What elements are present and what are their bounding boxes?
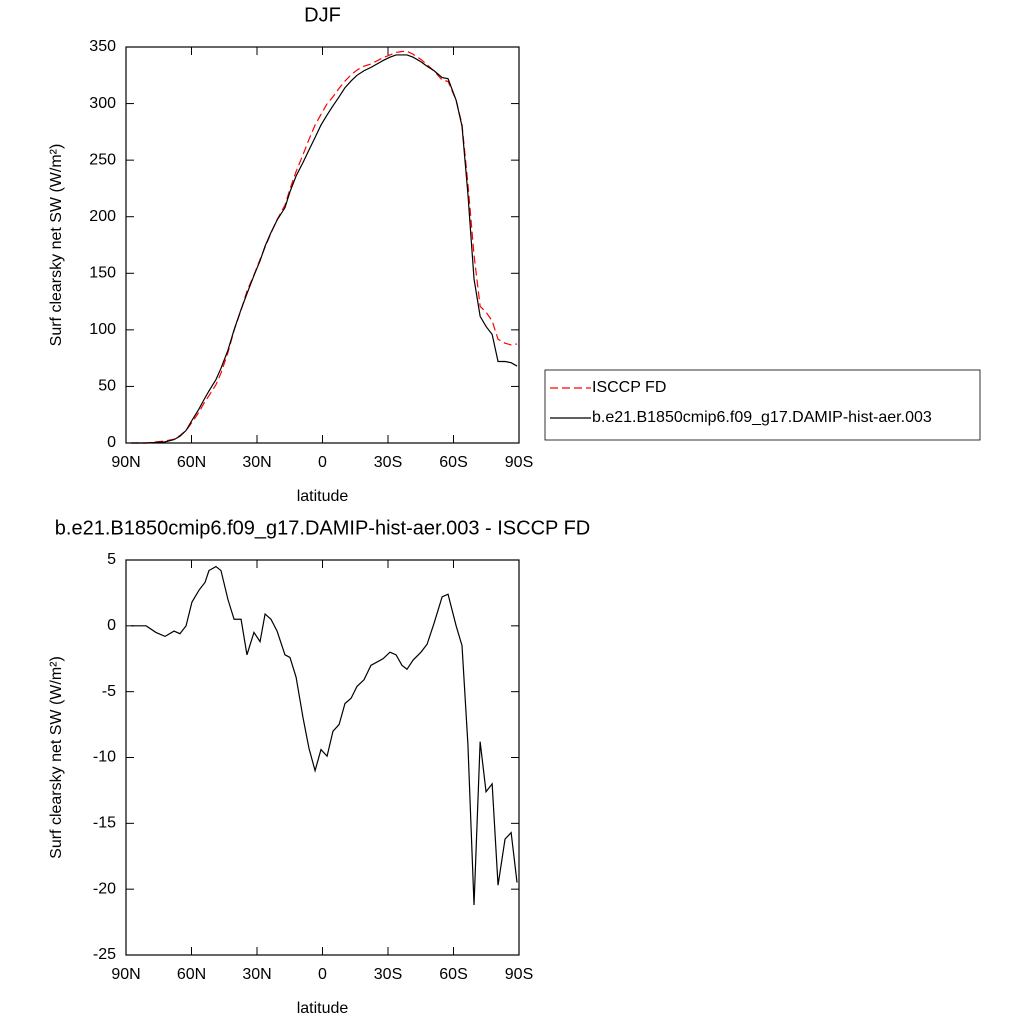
plot-frame bbox=[125, 46, 520, 444]
y-axis-label: Surf clearsky net SW (W/m²) bbox=[48, 656, 65, 859]
x-tick-label: 60N bbox=[177, 966, 206, 983]
y-tick-label: 0 bbox=[107, 617, 116, 634]
x-tick-label: 30S bbox=[374, 454, 402, 471]
x-tick-label: 60N bbox=[177, 454, 206, 471]
y-tick-label: 0 bbox=[107, 434, 116, 451]
y-tick-label: 250 bbox=[89, 151, 116, 168]
y-tick-label: 5 bbox=[107, 551, 116, 568]
x-tick-label: 90N bbox=[111, 454, 140, 471]
x-tick-label: 30S bbox=[374, 966, 402, 983]
x-tick-label: 90S bbox=[505, 454, 533, 471]
x-axis-label: latitude bbox=[297, 488, 349, 505]
data-line bbox=[131, 54, 518, 444]
chart-title: b.e21.B1850cmip6.f09_g17.DAMIP-hist-aer.… bbox=[55, 517, 590, 539]
x-tick-label: 30N bbox=[242, 966, 271, 983]
x-tick-label: 90S bbox=[505, 966, 533, 983]
plot-frame bbox=[125, 559, 520, 956]
y-tick-label: -25 bbox=[93, 946, 116, 963]
y-tick-label: 350 bbox=[89, 38, 116, 55]
y-tick-label: 200 bbox=[89, 208, 116, 225]
x-tick-label: 0 bbox=[318, 454, 327, 471]
y-tick-label: 150 bbox=[89, 265, 116, 282]
legend-label: b.e21.B1850cmip6.f09_g17.DAMIP-hist-aer.… bbox=[592, 409, 932, 426]
y-tick-label: -10 bbox=[93, 749, 116, 766]
data-line bbox=[131, 50, 518, 444]
x-tick-label: 90N bbox=[111, 966, 140, 983]
y-axis-label: Surf clearsky net SW (W/m²) bbox=[48, 144, 65, 347]
legend-label: ISCCP FD bbox=[592, 379, 666, 396]
x-tick-label: 30N bbox=[242, 454, 271, 471]
x-tick-label: 60S bbox=[439, 966, 467, 983]
y-tick-label: -15 bbox=[93, 815, 116, 832]
y-tick-label: 50 bbox=[98, 378, 116, 395]
x-tick-label: 60S bbox=[439, 454, 467, 471]
y-tick-label: -5 bbox=[102, 683, 116, 700]
data-line bbox=[131, 565, 518, 905]
legend-box bbox=[544, 369, 981, 441]
y-tick-label: 300 bbox=[89, 95, 116, 112]
y-tick-label: 100 bbox=[89, 321, 116, 338]
x-tick-label: 0 bbox=[318, 966, 327, 983]
y-tick-label: -20 bbox=[93, 880, 116, 897]
x-axis-label: latitude bbox=[297, 1000, 349, 1017]
chart-title: DJF bbox=[304, 4, 341, 26]
